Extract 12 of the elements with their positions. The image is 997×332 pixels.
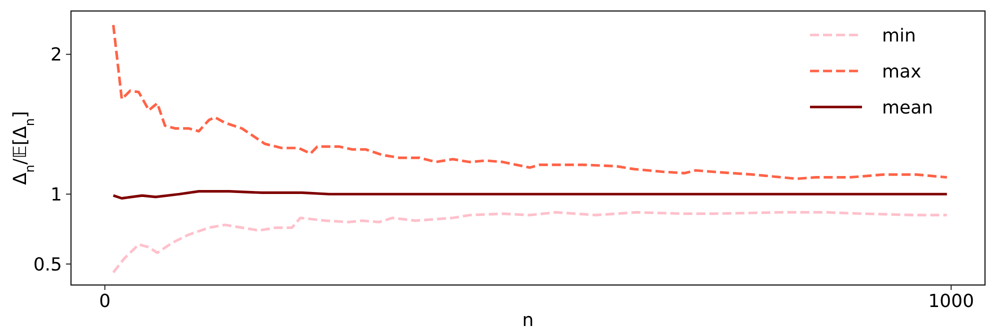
- line-series: [112, 24, 948, 180]
- y-tick-label: 0.5: [33, 254, 62, 276]
- y-tick-label: 2: [50, 44, 62, 66]
- legend-label: max: [882, 61, 922, 82]
- line-series: [112, 190, 948, 200]
- line-series: [112, 211, 948, 274]
- x-tick-label: 0: [99, 291, 111, 312]
- x-axis-title: n: [522, 310, 534, 331]
- legend-label: mean: [882, 97, 934, 118]
- y-tick-label: 1: [50, 184, 62, 206]
- legend-label: min: [882, 25, 916, 46]
- x-tick-label: 1000: [928, 291, 974, 312]
